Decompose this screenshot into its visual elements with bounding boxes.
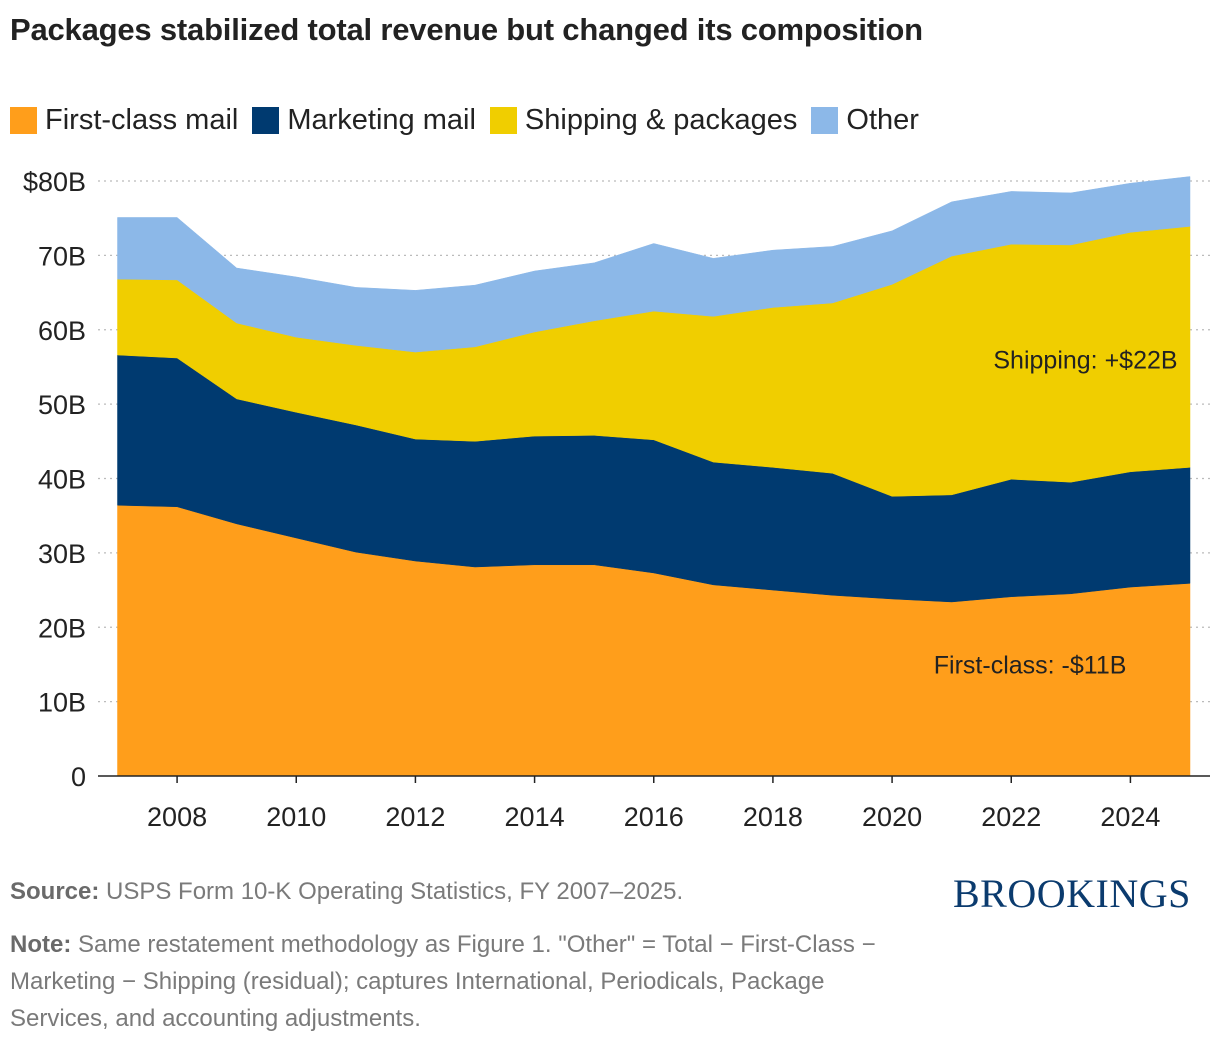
x-tick-label: 2008 [147, 802, 207, 832]
x-tick-label: 2020 [862, 802, 922, 832]
legend-item-first-class: First-class mail [10, 104, 238, 137]
legend-swatch [10, 107, 37, 134]
y-tick-label: $80B [23, 167, 86, 197]
x-tick-label: 2018 [743, 802, 803, 832]
note-line: Note: Same restatement methodology as Fi… [10, 926, 890, 1037]
brookings-logo: BROOKINGS [953, 871, 1191, 916]
y-tick-label: 60B [38, 316, 86, 346]
x-tick-label: 2024 [1100, 802, 1160, 832]
annotation: First-class: -$11B [934, 651, 1127, 679]
legend-swatch [489, 107, 517, 134]
y-tick-label: 70B [38, 241, 86, 271]
area-other [117, 176, 1191, 353]
x-tick-label: 2022 [981, 802, 1041, 832]
chart-title: Packages stabilized total revenue but ch… [10, 12, 923, 47]
y-tick-label: 30B [38, 539, 86, 569]
y-tick-label: 20B [38, 613, 86, 643]
x-tick-label: 2014 [505, 802, 565, 832]
legend-item-marketing: Marketing mail [252, 104, 476, 137]
chart-area: 0 10B 20B 30B 40B 50B 60B 70B $80B 2008 2010 2012 20… [23, 167, 1210, 832]
y-tick-label: 10B [38, 688, 86, 718]
x-tick-label: 2010 [266, 802, 326, 832]
legend-swatch [811, 107, 839, 134]
note-text: Same restatement methodology as Figure 1… [10, 931, 876, 1032]
note-label: Note: [10, 931, 72, 958]
y-tick-label: 40B [38, 465, 86, 495]
source-label: Source: [10, 878, 100, 905]
y-tick-label: 0 [71, 762, 86, 792]
source-text: USPS Form 10-K Operating Statistics, FY … [99, 878, 684, 905]
x-tick-label: 2012 [385, 802, 445, 832]
annotation: Shipping: +$22B [993, 347, 1177, 375]
source-line: Source: USPS Form 10-K Operating Statist… [10, 878, 683, 906]
legend-item-shipping: Shipping & packages [489, 104, 798, 137]
legend-item-other: Other [811, 104, 919, 137]
x-tick-label: 2016 [624, 802, 684, 832]
legend-label: Shipping & packages [524, 104, 798, 136]
legend-label: First-class mail [45, 104, 239, 136]
y-tick-label: 50B [38, 390, 86, 420]
legend: First-class mail Marketing mail Shipping… [10, 104, 933, 137]
legend-swatch [252, 107, 280, 134]
legend-label: Marketing mail [287, 104, 476, 136]
legend-label: Other [846, 104, 919, 136]
